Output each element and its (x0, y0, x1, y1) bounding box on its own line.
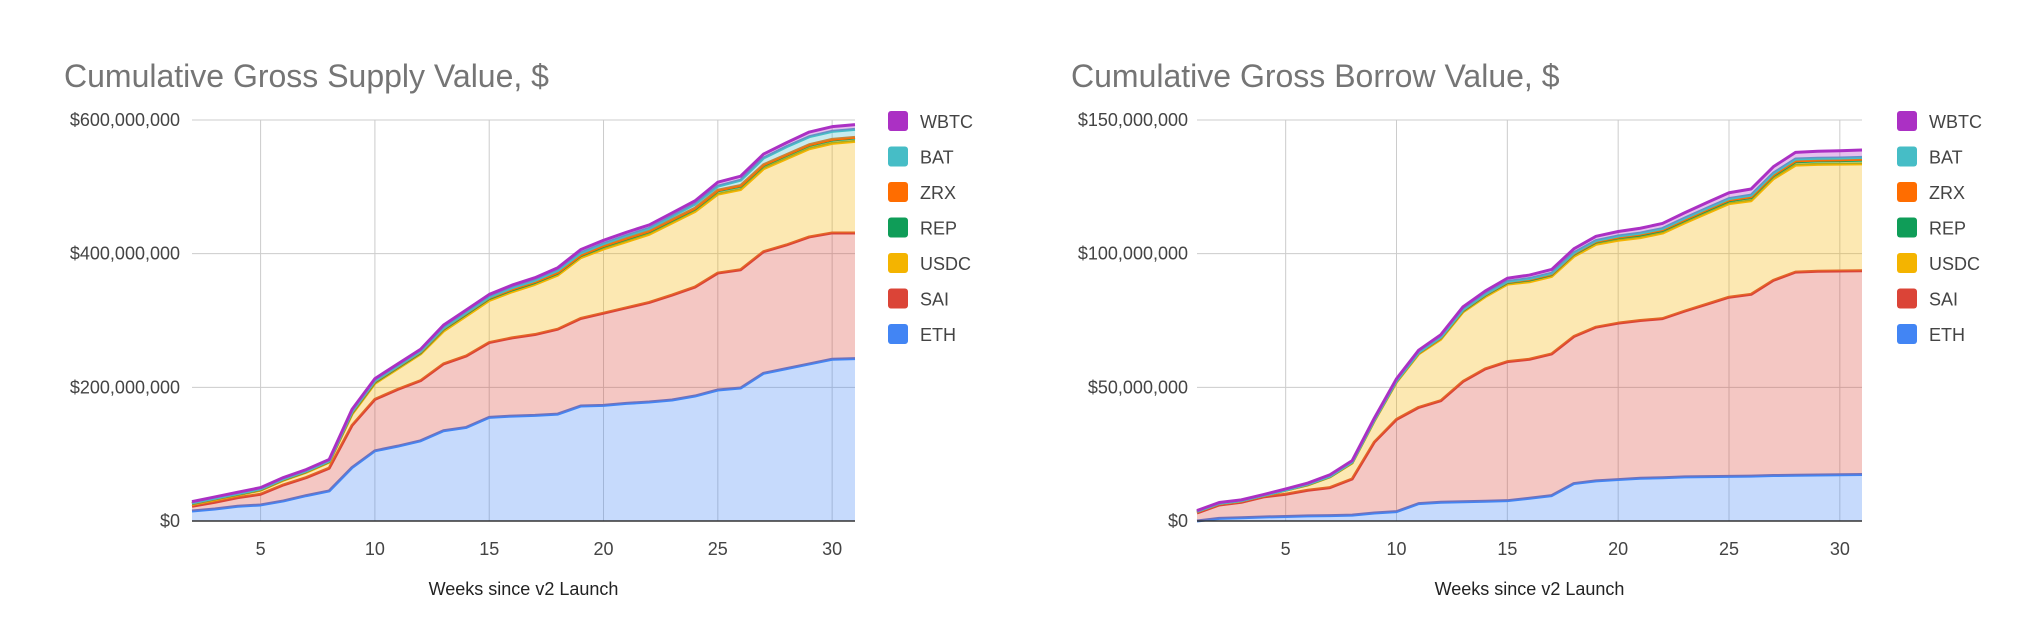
borrow-legend-swatch-wbtc (1897, 111, 1917, 131)
borrow-legend-swatch-zrx (1897, 182, 1917, 202)
supply-x-tick-label: 20 (594, 539, 614, 559)
borrow-legend-swatch-rep (1897, 217, 1917, 238)
supply-y-tick-label: $0 (160, 511, 180, 531)
supply-area-usdc (192, 141, 855, 507)
borrow-legend-label-usdc: USDC (1929, 254, 1980, 274)
supply-legend-label-zrx: ZRX (920, 183, 956, 203)
borrow-y-tick-label: $150,000,000 (1078, 110, 1188, 130)
borrow-area-sai (1197, 270, 1862, 521)
supply-legend-label-sai: SAI (920, 290, 949, 310)
supply-legend-swatch-eth (888, 324, 908, 344)
borrow-legend-label-bat: BAT (1929, 148, 1963, 168)
borrow-legend-swatch-bat (1897, 146, 1917, 167)
borrow-line-sai (1196, 269, 1863, 515)
borrow-line-wbtc (1196, 148, 1863, 512)
supply-legend-label-eth: ETH (920, 325, 956, 345)
supply-legend-swatch-wbtc (888, 111, 908, 131)
borrow-legend-label-zrx: ZRX (1929, 183, 1965, 203)
supply-legend-label-usdc: USDC (920, 254, 971, 274)
borrow-legend-swatch-sai (1897, 288, 1917, 309)
supply-areas (191, 123, 856, 521)
borrow-x-tick-label: 25 (1719, 539, 1739, 559)
supply-line-sai (191, 231, 855, 508)
borrow-x-tick-label: 20 (1608, 539, 1628, 559)
borrow-x-tick-label: 10 (1386, 539, 1406, 559)
borrow-area-usdc (1197, 163, 1862, 513)
supply-x-tick-label: 25 (708, 539, 728, 559)
supply-chart: Cumulative Gross Supply Value, $ $0 $200,0… (64, 58, 973, 599)
supply-x-axis-title: Weeks since v2 Launch (429, 579, 619, 599)
borrow-chart-title: Cumulative Gross Borrow Value, $ (1071, 58, 1560, 94)
supply-chart-panel: Cumulative Gross Supply Value, $ $0 $200,0… (64, 58, 973, 599)
supply-line-wbtc (191, 123, 856, 504)
supply-y-tick-label: $200,000,000 (70, 377, 180, 397)
supply-legend-label-bat: BAT (920, 148, 954, 168)
supply-chart-title: Cumulative Gross Supply Value, $ (64, 58, 549, 94)
supply-y-tick-label: $600,000,000 (70, 110, 180, 130)
borrow-x-tick-label: 15 (1497, 539, 1517, 559)
borrow-legend-swatch-usdc (1897, 253, 1917, 273)
supply-legend-swatch-bat (888, 146, 908, 167)
supply-legend-swatch-sai (888, 288, 908, 309)
borrow-y-tick-label: $0 (1168, 511, 1188, 531)
supply-y-tick-label: $400,000,000 (70, 244, 180, 264)
borrow-x-tick-label: 5 (1281, 539, 1291, 559)
borrow-line-eth (1196, 472, 1863, 523)
borrow-chart: Cumulative Gross Borrow Value, $ $0 $50,00… (1071, 58, 1982, 599)
supply-legend-swatch-usdc (888, 253, 908, 273)
borrow-area-eth (1197, 474, 1862, 521)
supply-legend-label-wbtc: WBTC (920, 112, 973, 132)
borrow-y-tick-label: $100,000,000 (1078, 244, 1188, 264)
borrow-legend-label-eth: ETH (1929, 325, 1965, 345)
supply-x-tick-label: 10 (365, 539, 385, 559)
borrow-y-tick-label: $50,000,000 (1088, 377, 1188, 397)
borrow-legend-swatch-eth (1897, 324, 1917, 344)
borrow-areas (1196, 148, 1863, 523)
supply-x-tick-label: 5 (256, 539, 266, 559)
borrow-legend-label-rep: REP (1929, 219, 1966, 239)
supply-area-sai (192, 232, 855, 511)
supply-x-tick-label: 15 (479, 539, 499, 559)
supply-legend-swatch-zrx (888, 182, 908, 202)
supply-area-eth (192, 358, 855, 521)
supply-line-eth (191, 357, 856, 513)
borrow-legend-label-wbtc: WBTC (1929, 112, 1982, 132)
borrow-legend-label-sai: SAI (1929, 290, 1958, 310)
supply-legend-swatch-rep (888, 217, 908, 238)
borrow-x-axis-title: Weeks since v2 Launch (1435, 579, 1625, 599)
borrow-x-tick-label: 30 (1830, 539, 1850, 559)
supply-x-tick-label: 30 (822, 539, 842, 559)
borrow-chart-panel: Cumulative Gross Borrow Value, $ $0 $50,00… (1022, 0, 2044, 634)
supply-legend-label-rep: REP (920, 219, 957, 239)
